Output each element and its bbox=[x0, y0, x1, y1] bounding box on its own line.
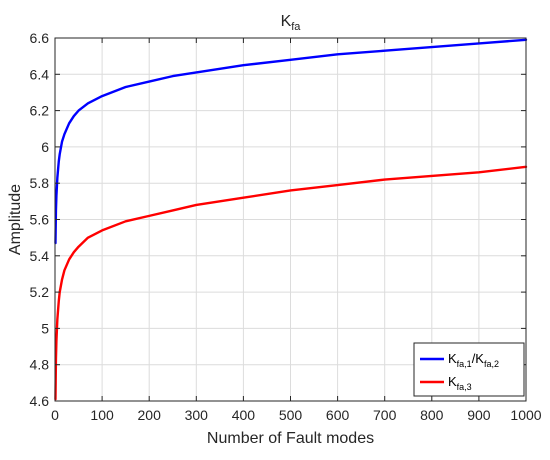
x-tick-label: 500 bbox=[279, 407, 303, 423]
x-tick-label: 800 bbox=[420, 407, 444, 423]
y-tick-label: 5.8 bbox=[30, 175, 50, 191]
x-tick-label: 1000 bbox=[510, 407, 541, 423]
x-tick-label: 700 bbox=[373, 407, 397, 423]
legend-entry-1: Kfa,1/Kfa,2 bbox=[448, 351, 499, 369]
legend-subscript-part: fa,1 bbox=[457, 359, 472, 369]
x-tick-label: 900 bbox=[467, 407, 491, 423]
legend-box bbox=[413, 342, 525, 397]
series-line-1 bbox=[54, 38, 528, 245]
x-tick-label: 600 bbox=[326, 407, 350, 423]
x-tick-label: 200 bbox=[138, 407, 162, 423]
x-axis-label: Number of Fault modes bbox=[207, 430, 374, 447]
y-tick-label: 6.2 bbox=[30, 103, 50, 119]
y-tick-label: 6 bbox=[41, 139, 49, 155]
y-tick-label: 6.4 bbox=[30, 66, 50, 82]
chart-title: Kfa bbox=[281, 13, 302, 33]
x-tick-label: 400 bbox=[232, 407, 256, 423]
y-tick-label: 5.6 bbox=[30, 212, 50, 228]
y-axis-label: Amplitude bbox=[7, 184, 24, 255]
y-tick-label: 4.8 bbox=[30, 357, 50, 373]
legend-entry-2: Kfa,3 bbox=[448, 374, 472, 392]
y-tick-label: 5.2 bbox=[30, 284, 50, 300]
y-tick-label: 5.4 bbox=[30, 248, 50, 264]
axis-ticks: 0 100 200 300 400 500 600 700 800 900 1000 4.6 4.8 5 5… bbox=[30, 30, 542, 423]
legend-text-part: /K bbox=[472, 351, 485, 366]
series-layer bbox=[54, 38, 528, 401]
x-tick-label: 0 bbox=[51, 407, 59, 423]
legend-text-part: K bbox=[448, 351, 457, 366]
chart-title-main: K bbox=[281, 13, 292, 30]
y-tick-label: 4.6 bbox=[30, 393, 50, 409]
chart-title-sub: fa bbox=[291, 21, 301, 33]
legend-subscript-part: fa,2 bbox=[484, 359, 499, 369]
y-tick-label: 6.6 bbox=[30, 30, 50, 46]
x-tick-label: 100 bbox=[90, 407, 114, 423]
series-line-2 bbox=[54, 165, 528, 401]
x-tick-label: 300 bbox=[185, 407, 209, 423]
y-tick-label: 5 bbox=[41, 320, 49, 336]
legend-subscript-part: fa,3 bbox=[457, 382, 472, 392]
legend-text-part: K bbox=[448, 374, 457, 389]
